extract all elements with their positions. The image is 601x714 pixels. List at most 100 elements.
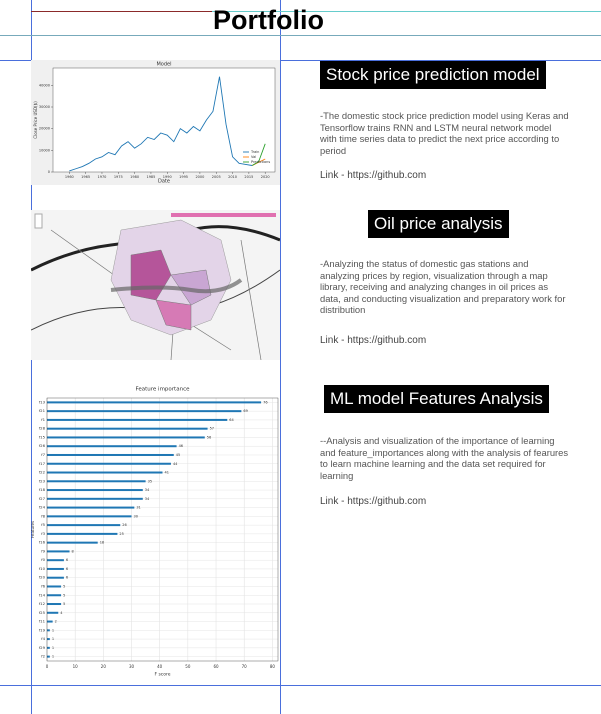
map-image [31,210,280,360]
y-tick-label: f15 [39,434,46,439]
feature-chart: Feature importance F score Features 0 10 20 30… [31,387,279,678]
district [110,219,232,336]
river [110,278,243,294]
bar [47,401,262,404]
y-tick-label: f0 [41,557,45,562]
project-link[interactable]: Link - https://github.com [320,335,427,346]
guide-line [0,60,601,61]
y-tick-label: f5 [41,522,45,527]
bar [47,410,242,413]
data-label: 5 [63,584,65,588]
bar [47,620,53,623]
data-label: 64 [229,418,234,422]
x-tick-label: 1970 [98,175,107,179]
chart-title: Model [156,62,171,68]
y-tick-label: 20000 [39,127,50,131]
y-axis-label: Close Price USD($) [33,101,38,139]
x-tick-label: 70 [242,664,248,669]
y-tick-label: f21 [39,408,46,413]
bar [47,515,132,518]
x-tick-label: 1990 [163,175,172,179]
x-axis-label: F score [154,672,170,678]
guide-line [212,11,601,12]
bar [47,629,50,632]
x-tick-label: 2015 [244,175,253,179]
data-label: 25 [119,532,123,536]
x-tick-label: 1985 [146,175,155,179]
y-tick-label: f11 [39,619,46,624]
guide-line [0,35,601,36]
y-tick-label: f24 [39,505,46,510]
y-tick-label: f8 [41,513,45,518]
legend-label: Train [250,150,259,154]
y-tick-label: 0 [48,170,50,174]
plot-frame [46,397,279,662]
project-title: Oil price analysis [368,210,509,238]
bar [47,471,163,474]
bar [47,611,59,614]
title-rule [31,11,212,12]
x-tick-label: 1980 [130,175,139,179]
data-label: 44 [173,462,178,466]
data-label: 1 [52,637,54,641]
y-tick-label: f17 [39,461,46,466]
bar [47,594,62,597]
y-tick-label: f19 [39,627,46,632]
x-tick-label: 2010 [228,175,237,179]
bar [47,567,64,570]
bar [47,489,143,492]
bar [47,506,135,509]
plot-area [53,68,275,172]
x-tick-label: 80 [270,664,276,669]
y-tick-label: f7 [41,452,45,457]
data-label: 30 [134,514,138,518]
data-label: 5 [63,593,65,597]
x-tick-label: 1975 [114,175,123,179]
zoom-control[interactable] [34,213,43,229]
data-label: 57 [210,427,214,431]
y-tick-label: 40000 [39,83,50,87]
bar [47,453,174,456]
y-tick-label: f4 [41,636,45,641]
data-label: 34 [145,497,150,501]
y-tick-label: f16 [39,540,46,545]
project-link[interactable]: Link - https://github.com [320,170,427,181]
x-tick-label: 1960 [65,175,74,179]
data-label: 6 [66,576,68,580]
bar [47,550,70,553]
data-label: 45 [176,453,180,457]
x-tick-label: 2000 [195,175,204,179]
bar [47,655,50,658]
y-tick-label: f25 [39,610,46,615]
data-label: 6 [66,567,68,571]
y-tick-label: f22 [39,470,46,475]
project-link[interactable]: Link - https://github.com [320,496,427,507]
bar [47,541,98,544]
y-tick-label: f9 [41,548,45,553]
bar [47,524,121,527]
legend-label: Val [251,155,256,159]
project-title: ML model Features Analysis [324,385,549,413]
y-tick-label: f18 [39,487,46,492]
data-label: 41 [165,471,169,475]
x-tick-label: 10 [73,664,79,669]
data-label: 26 [122,523,126,527]
guide-line [0,685,601,686]
y-tick-label: f10 [39,566,46,571]
page-title: Portfolio [213,5,324,35]
y-tick-label: f1 [41,417,45,422]
bar [47,445,177,448]
data-label: 4 [60,611,63,615]
bar [47,559,64,562]
x-tick-label: 1995 [179,175,188,179]
data-label: 1 [52,628,54,632]
y-tick-label: f26 [39,443,46,448]
bar [47,418,228,421]
y-tick-label: f2 [41,654,45,659]
data-label: 8 [72,549,74,553]
data-label: 76 [263,400,267,404]
y-tick-label: f20 [39,575,46,580]
data-label: 69 [243,409,247,413]
stock-chart: Model Date Close Price USD($) 0 10000 20000 30… [31,60,280,185]
